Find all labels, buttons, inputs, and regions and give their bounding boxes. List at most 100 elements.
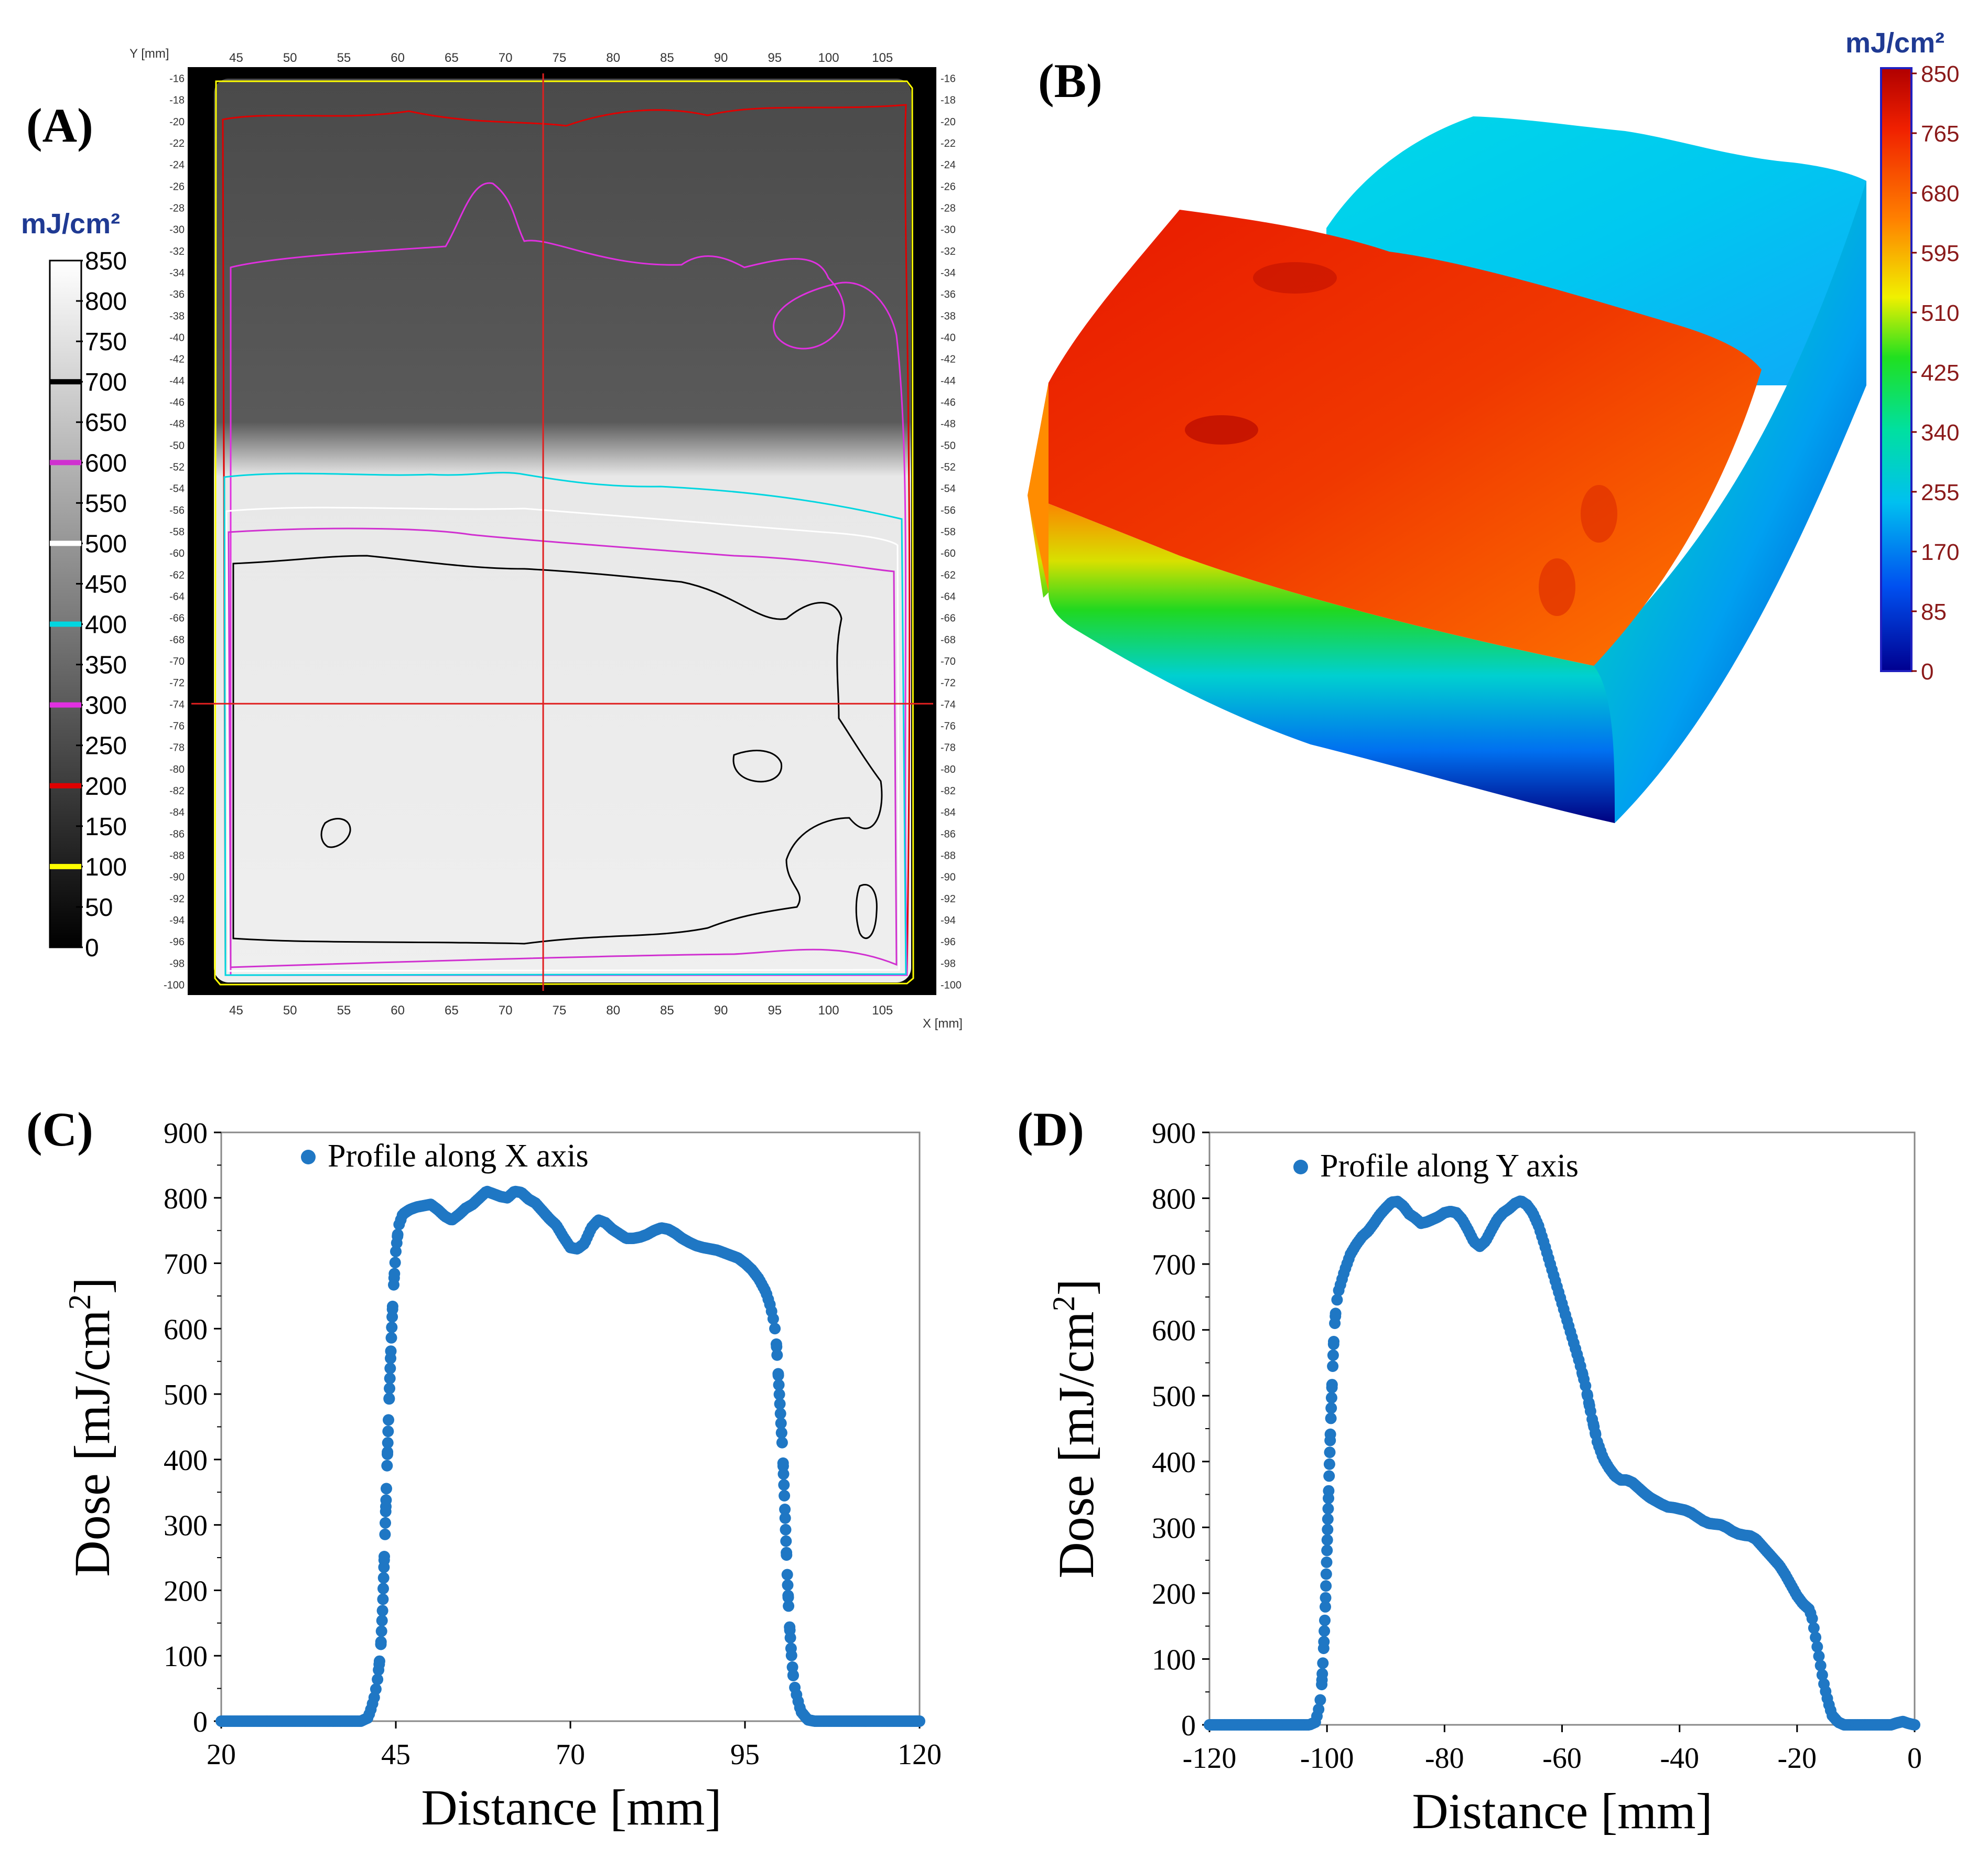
data-point [767, 1313, 779, 1325]
data-point [390, 1246, 402, 1258]
y-tick-label-right: -68 [941, 634, 956, 646]
data-point [1320, 1580, 1332, 1592]
data-point [1324, 1434, 1336, 1446]
colorbar-b-tick-label: 170 [1921, 539, 1959, 565]
data-point [385, 1352, 396, 1364]
data-point [392, 1228, 404, 1240]
y-tick-label-left: -86 [169, 828, 185, 840]
data-point [1813, 1650, 1825, 1662]
plot-c-x-ticks: 20 45 70 95 120 [207, 1721, 942, 1771]
y-tick-label-left: -60 [169, 548, 185, 559]
data-point [1321, 1544, 1333, 1557]
data-point [1320, 1592, 1332, 1604]
data-point [382, 1448, 393, 1460]
x-tick-label-bottom: 95 [768, 1003, 782, 1018]
x-tick-label-bottom: 100 [818, 1003, 839, 1018]
x-tick-label-top: 90 [714, 51, 728, 65]
data-point [376, 1605, 388, 1617]
y-tick-label: 500 [164, 1379, 208, 1411]
map-a-axes: Y [mm] X [mm] 45 50 55 60 65 70 75 80 85 90 95 100 1… [129, 47, 963, 1031]
y-tick-label-right: -32 [941, 246, 956, 257]
data-point [779, 1512, 791, 1524]
colorbar-b-tick-label: 595 [1921, 241, 1959, 266]
colorbar-a-tick-label: 600 [85, 449, 127, 477]
colorbar-b-unit: mJ/cm² [1845, 27, 1944, 59]
data-point [386, 1300, 398, 1312]
data-point [384, 1382, 395, 1395]
data-point [785, 1643, 797, 1655]
y-tick-label-right: -82 [941, 785, 956, 797]
data-point [776, 1436, 788, 1449]
data-point [1814, 1660, 1827, 1671]
dose-surface-3d [1028, 116, 1866, 823]
data-point [1329, 1317, 1341, 1330]
data-point [774, 1408, 786, 1420]
y-tick-label-left: -44 [169, 375, 185, 387]
y-tick-label-left: -40 [169, 332, 185, 344]
data-point [773, 1388, 785, 1400]
colorbar-a-tick-label: 150 [85, 813, 127, 841]
colorbar-a-tick-label: 200 [85, 773, 127, 801]
colorbar-a-tick-label: 850 [85, 247, 127, 275]
x-tick-label-bottom: 105 [872, 1003, 893, 1018]
colorbar-b-gradient [1880, 67, 1913, 672]
colorbar-a-contour-mark-400 [50, 621, 81, 627]
data-point [384, 1373, 396, 1385]
data-point [780, 1535, 792, 1547]
y-tick-label-left: -18 [169, 95, 185, 106]
data-point [386, 1321, 398, 1333]
panel-b-label: (B) [1038, 54, 1103, 107]
y-tick-label: 200 [1152, 1578, 1196, 1611]
data-point [1313, 1703, 1325, 1715]
y-tick-label-right: -16 [941, 73, 956, 85]
x-tick-label-bottom: 75 [553, 1003, 567, 1018]
colorbar-a-tick-label: 800 [85, 288, 127, 316]
data-point [1590, 1427, 1601, 1439]
data-point [377, 1572, 390, 1584]
y-tick-label: 800 [164, 1183, 208, 1215]
x-tick-label: -80 [1425, 1742, 1464, 1775]
data-point [1331, 1294, 1343, 1306]
data-point [1314, 1694, 1326, 1706]
y-tick-label-right: -42 [941, 354, 956, 365]
plot-c-xlabel: Distance [mm] [421, 1779, 721, 1835]
data-point [376, 1615, 388, 1627]
y-tick-label: 700 [1152, 1249, 1196, 1281]
data-point [1816, 1669, 1828, 1681]
y-tick-label-left: -58 [169, 526, 185, 538]
y-tick-label: 600 [1152, 1315, 1196, 1347]
data-point [784, 1621, 796, 1633]
x-tick-label: 0 [1907, 1742, 1922, 1775]
data-point [783, 1600, 795, 1612]
y-tick-label-right: -40 [941, 332, 956, 344]
contour-100 [214, 80, 914, 986]
y-tick-label-right: -24 [941, 159, 956, 171]
data-point [386, 1311, 398, 1323]
colorbar-a-tick-label: 250 [85, 732, 127, 760]
y-tick-label-left: -76 [169, 720, 185, 732]
data-point [772, 1369, 784, 1381]
data-point [385, 1332, 397, 1344]
y-tick-label-right: -100 [941, 979, 961, 991]
data-point [1322, 1513, 1334, 1525]
y-tick-label-right: -94 [941, 915, 956, 926]
y-tick-label-left: -90 [169, 872, 185, 883]
y-ticks-left: -16 -18 -20 -22 -24 -26 -28 -30 -32 -34 -36 -38 -40 -… [164, 73, 185, 991]
data-point [1323, 1470, 1335, 1482]
y-tick-label: 600 [164, 1313, 208, 1346]
panel-c-label: (C) [26, 1103, 93, 1156]
surface-hotspot-1 [1185, 415, 1258, 445]
data-point [375, 1636, 387, 1648]
y-tick-label: 100 [164, 1640, 208, 1673]
x-tick-label: -40 [1660, 1742, 1699, 1775]
y-tick-label-left: -94 [169, 915, 185, 926]
data-point [1326, 1381, 1338, 1394]
plot-c-ylabel: Dose [mJ/cm2] [62, 1277, 120, 1576]
colorbar-a-tick-label: 400 [85, 611, 127, 639]
y-tick-label-left: -16 [169, 73, 185, 85]
y-axis-label: Y [mm] [129, 47, 169, 61]
plot-d-y-ticks: 0 100 200 300 400 500 600 700 800 900 [1152, 1117, 1209, 1742]
colorbar-a: mJ/cm² 850800750700650600550500450400350… [21, 208, 127, 962]
data-point [1322, 1524, 1334, 1536]
colorbar-a-contour-mark-600 [50, 460, 81, 466]
